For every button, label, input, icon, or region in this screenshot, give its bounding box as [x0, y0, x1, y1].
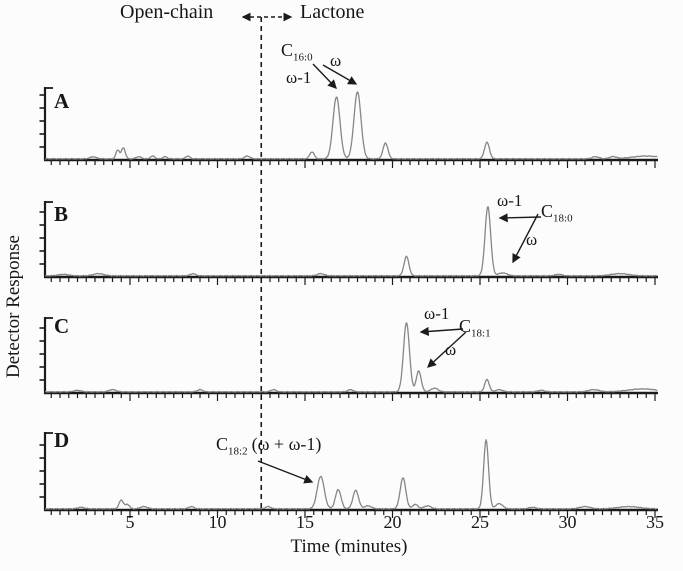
compound-symbol: C — [459, 316, 472, 336]
annotation-arrow — [512, 213, 539, 264]
x-tick-label-15: 15 — [296, 512, 314, 532]
open-chain-region-label: Open-chain — [120, 1, 214, 23]
panel-c-letter: C — [54, 314, 70, 338]
compound-symbol: C — [216, 434, 229, 454]
annotation-arrow — [257, 460, 314, 484]
annotation-arrow — [312, 63, 337, 89]
compound-subscript: 18:0 — [553, 212, 573, 225]
compound-subscript: 18:2 — [228, 445, 248, 458]
x-tick-label-35: 35 — [646, 512, 664, 532]
panel-a-letter: A — [54, 89, 70, 113]
annotation-arrow — [498, 213, 542, 223]
panel-d-letter: D — [54, 428, 70, 452]
x-tick-label-30: 30 — [558, 512, 577, 532]
compound-suffix: (ω + ω-1) — [251, 434, 322, 454]
panel-c-omega-label: ω — [445, 340, 457, 359]
annotation-arrow — [322, 64, 358, 85]
x-tick-label-5: 5 — [125, 512, 135, 532]
compound-subscript: 18:1 — [471, 327, 491, 340]
annotation-arrow — [419, 326, 464, 336]
trace-B — [44, 206, 658, 277]
compound-symbol: C — [281, 40, 294, 60]
panel-b-omega-label: ω — [526, 230, 538, 249]
x-tick-label-10: 10 — [208, 512, 227, 532]
compound-subscript: 16:0 — [293, 51, 313, 64]
x-tick-label-25: 25 — [471, 512, 489, 532]
x-axis-title: Time (minutes) — [290, 536, 408, 557]
panel-c-omega-minus1-label: ω-1 — [424, 304, 450, 323]
trace-C — [45, 322, 658, 393]
panel-B — [39, 201, 658, 285]
panel-a-omega-minus1-label: ω-1 — [286, 68, 312, 87]
annotation-arrow — [426, 331, 467, 368]
panel-A — [39, 87, 658, 168]
lactone-region-label: Lactone — [300, 1, 365, 23]
panel-C — [39, 317, 658, 401]
panel-a-omega-label: ω — [330, 51, 342, 70]
panel-d-compound-label: C18:2 (ω + ω-1) — [216, 435, 321, 458]
trace-D — [44, 439, 658, 510]
panel-c-compound-label: C18:1 — [459, 317, 491, 340]
panel-a-compound-label: C16:0 — [281, 41, 313, 64]
trace-A — [44, 91, 658, 160]
y-axis-title: Detector Response — [3, 235, 24, 378]
panel-D — [39, 432, 658, 518]
x-tick-label-20: 20 — [383, 512, 402, 532]
compound-symbol: C — [541, 201, 554, 221]
panel-b-omega-minus1-label: ω-1 — [497, 191, 523, 210]
panel-b-compound-label: C18:0 — [541, 202, 573, 225]
x-axis-tick-labels: 5 10 15 20 25 30 35 — [0, 512, 683, 536]
panel-b-letter: B — [54, 202, 69, 226]
